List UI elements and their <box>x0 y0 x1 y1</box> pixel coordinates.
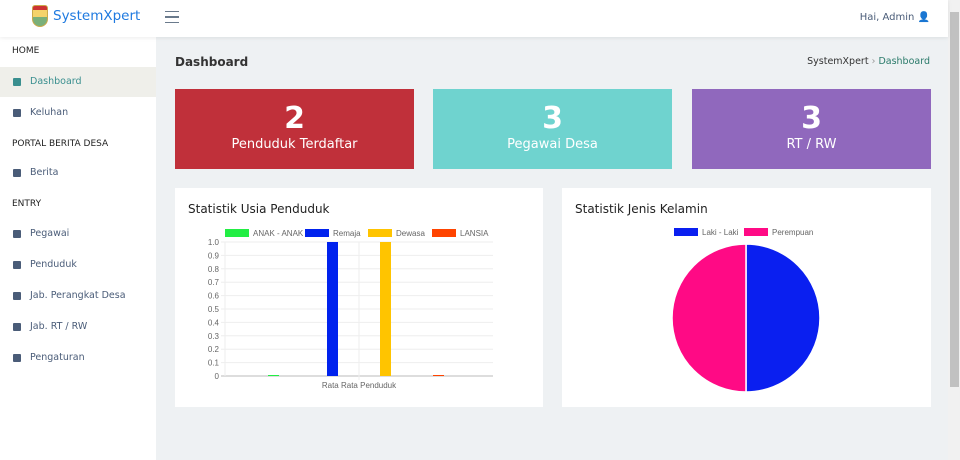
legend-label: Dewasa <box>396 229 425 238</box>
stat-card-penduduk[interactable]: 2 Penduduk Terdaftar <box>175 89 414 169</box>
breadcrumb-current: Dashboard <box>878 56 930 67</box>
y-tick-label: 0.1 <box>208 359 220 368</box>
y-tick-label: 0 <box>215 372 220 381</box>
bar-dewasa <box>380 242 391 376</box>
message-icon <box>13 109 21 117</box>
people-icon <box>13 261 21 269</box>
legend-swatch <box>674 228 698 236</box>
legend-label: LANSIA <box>460 229 489 238</box>
stat-value: 3 <box>542 101 563 136</box>
gender-pie-chart: Laki - Laki Perempuan <box>671 228 821 393</box>
sidebar-item-label: Penduduk <box>30 259 77 270</box>
chart-title: Statistik Jenis Kelamin <box>575 202 708 216</box>
bar-lansia <box>433 375 444 376</box>
y-tick-label: 0.5 <box>208 305 220 314</box>
y-tick-label: 0.7 <box>208 278 220 287</box>
stat-card-rtrw[interactable]: 3 RT / RW <box>692 89 931 169</box>
y-tick-label: 0.9 <box>208 251 220 260</box>
stat-label: RT / RW <box>786 137 837 152</box>
id-card-icon <box>13 230 21 238</box>
sidebar-item-label: Pengaturan <box>30 352 85 363</box>
y-tick-label: 1.0 <box>208 238 220 247</box>
sidebar: HOME Dashboard Keluhan PORTAL BERITA DES… <box>0 37 156 460</box>
sidebar-item-dashboard[interactable]: Dashboard <box>0 67 156 97</box>
menu-toggle-icon[interactable] <box>165 11 179 23</box>
section-entry: ENTRY <box>12 199 42 209</box>
sidebar-item-label: Keluhan <box>30 107 69 118</box>
news-icon <box>13 169 21 177</box>
breadcrumb: SystemXpert › Dashboard <box>807 56 930 67</box>
bar-anak-anak <box>268 375 279 376</box>
sidebar-item-berita[interactable]: Berita <box>0 158 156 188</box>
sidebar-item-label: Dashboard <box>30 76 82 87</box>
stat-card-pegawai[interactable]: 3 Pegawai Desa <box>433 89 672 169</box>
sidebar-item-keluhan[interactable]: Keluhan <box>0 98 156 128</box>
legend-swatch <box>368 229 392 237</box>
stat-value: 2 <box>284 101 305 136</box>
legend-swatch <box>432 229 456 237</box>
bar-remaja <box>327 242 338 376</box>
stat-value: 3 <box>801 101 822 136</box>
sidebar-item-penduduk[interactable]: Penduduk <box>0 250 156 280</box>
logo-icon <box>32 5 48 27</box>
sidebar-item-pengaturan[interactable]: Pengaturan <box>0 343 156 373</box>
top-header: SystemXpert Hai, Admin 👤 <box>0 0 948 37</box>
breadcrumb-home[interactable]: SystemXpert <box>807 56 869 67</box>
sidebar-item-pegawai[interactable]: Pegawai <box>0 219 156 249</box>
x-axis-label: Rata Rata Penduduk <box>322 381 397 390</box>
y-tick-label: 0.3 <box>208 332 220 341</box>
y-tick-label: 0.4 <box>208 318 220 327</box>
legend-swatch <box>305 229 329 237</box>
section-portal: PORTAL BERITA DESA <box>12 139 109 149</box>
stat-label: Penduduk Terdaftar <box>231 137 358 152</box>
brand-name[interactable]: SystemXpert <box>53 8 141 24</box>
gender-chart-panel: Statistik Jenis Kelamin Laki - Laki Perem… <box>562 188 931 407</box>
legend-swatch <box>225 229 249 237</box>
pie-slice-laki-laki <box>745 243 821 393</box>
sidebar-item-label: Jab. Perangkat Desa <box>30 290 126 301</box>
pie-slice-perempuan <box>671 243 747 393</box>
user-icon: 👤 <box>917 12 930 23</box>
legend-label: ANAK - ANAK <box>253 229 304 238</box>
chevron-right-icon: › <box>871 56 876 67</box>
legend-swatch <box>744 228 768 236</box>
stat-label: Pegawai Desa <box>507 137 598 152</box>
sidebar-item-label: Pegawai <box>30 228 70 239</box>
sidebar-item-jab-perangkat[interactable]: Jab. Perangkat Desa <box>0 281 156 311</box>
gear-icon <box>13 354 21 362</box>
sidebar-item-label: Jab. RT / RW <box>30 321 88 332</box>
section-home: HOME <box>12 46 40 56</box>
scrollbar-thumb[interactable] <box>950 12 959 387</box>
chart-title: Statistik Usia Penduduk <box>188 202 330 216</box>
age-chart-panel: Statistik Usia Penduduk 0 0.1 0.2 0.3 0.4 0.5… <box>175 188 543 407</box>
user-menu[interactable]: Hai, Admin 👤 <box>860 12 930 23</box>
page-title: Dashboard <box>175 55 249 69</box>
y-tick-label: 0.6 <box>208 292 220 301</box>
user-greeting: Hai, Admin <box>859 12 915 23</box>
store-icon <box>13 323 21 331</box>
y-tick-label: 0.2 <box>208 345 220 354</box>
legend-label: Remaja <box>333 229 361 238</box>
sidebar-item-jab-rtrw[interactable]: Jab. RT / RW <box>0 312 156 342</box>
legend-label: Laki - Laki <box>702 228 739 237</box>
sidebar-item-label: Berita <box>30 167 59 178</box>
y-tick-label: 0.8 <box>208 265 220 274</box>
dashboard-icon <box>13 78 21 86</box>
age-bar-chart: 0 0.1 0.2 0.3 0.4 0.5 0.6 0.7 0.8 0.9 1.0 Rata Rata… <box>208 229 493 390</box>
home-icon <box>13 292 21 300</box>
legend-label: Perempuan <box>772 228 813 237</box>
